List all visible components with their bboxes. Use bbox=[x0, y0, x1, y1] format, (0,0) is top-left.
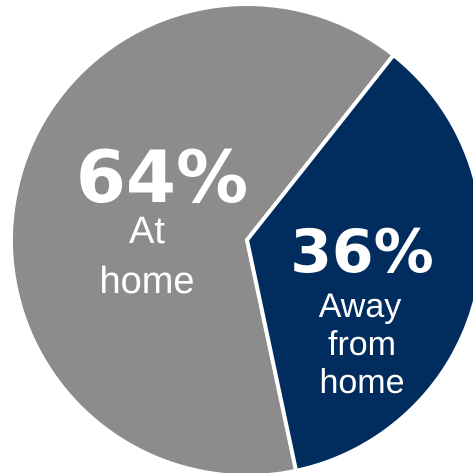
pie-slices bbox=[9, 2, 473, 473]
slice-away-percent: 36% bbox=[290, 217, 434, 287]
slice-away-label-line-3: home bbox=[319, 363, 404, 401]
slice-away-label-line-2: from bbox=[328, 325, 396, 363]
slice-at-home bbox=[9, 2, 397, 473]
slice-at-home-label-line-1: At bbox=[129, 210, 165, 252]
slice-away-from-home bbox=[244, 52, 473, 473]
slice-at-home-label-line-2: home bbox=[99, 260, 194, 302]
slice-away-label-line-1: Away bbox=[319, 287, 402, 325]
slice-at-home-percent: 64% bbox=[76, 135, 248, 219]
